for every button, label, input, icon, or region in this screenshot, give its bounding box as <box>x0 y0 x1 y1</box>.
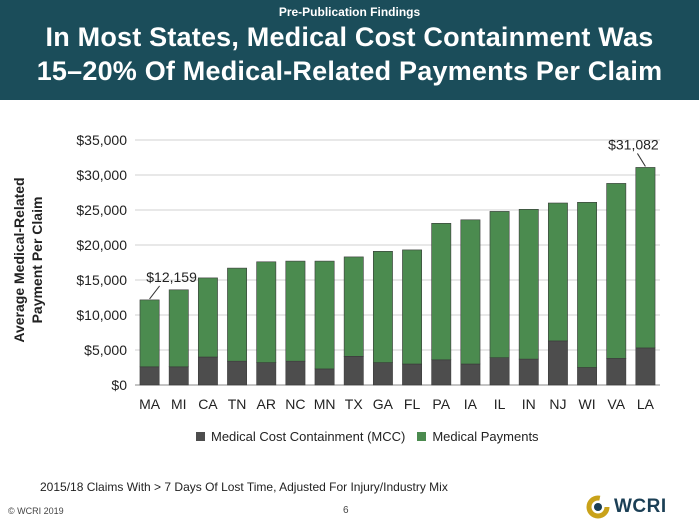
y-axis-label-line1: Average Medical-Related <box>11 177 27 342</box>
title-banner: Pre-Publication Findings In Most States,… <box>0 0 699 100</box>
x-tick-label: TX <box>345 396 364 412</box>
x-tick-label: VA <box>607 396 625 412</box>
bar-segment-mcc <box>139 366 160 386</box>
bar-segment-medical <box>343 256 364 357</box>
bar-segment-mcc <box>431 359 452 386</box>
bar-segment-medical <box>547 202 568 342</box>
x-tick-label: IA <box>464 396 478 412</box>
data-annotation: $31,082 <box>608 136 659 152</box>
slide-title: In Most States, Medical Cost Containment… <box>0 20 699 88</box>
bar-segment-mcc <box>227 360 248 386</box>
bar-segment-medical <box>139 299 160 368</box>
y-tick-label: $35,000 <box>76 132 127 148</box>
x-tick-label: FL <box>404 396 421 412</box>
bar-segment-medical <box>285 260 306 362</box>
wcri-logo-icon <box>586 495 610 519</box>
bar-segment-mcc <box>489 357 510 386</box>
slide-title-line1: In Most States, Medical Cost Containment… <box>45 22 654 52</box>
x-tick-label: MI <box>171 396 187 412</box>
bar-segment-medical <box>197 277 218 358</box>
bar-segment-mcc <box>343 356 364 386</box>
wcri-logo: WCRI <box>586 494 667 520</box>
bar-segment-mcc <box>168 366 189 386</box>
legend-swatch-mcc <box>196 431 205 441</box>
annotation-leader-line <box>636 153 646 167</box>
y-tick-label: $0 <box>111 377 127 393</box>
x-tick-label: LA <box>637 396 655 412</box>
x-tick-label: IN <box>522 396 536 412</box>
bar-segment-medical <box>635 167 656 349</box>
bar-segment-mcc <box>547 340 568 386</box>
bar-segment-mcc <box>256 362 277 386</box>
y-axis-label: Average Medical-Related Payment Per Clai… <box>8 160 56 360</box>
stacked-bar-chart: $0 $5,000 $10,000 $15,000 $20,000 $25,000 $30,… <box>76 132 660 412</box>
x-tick-label: PA <box>432 396 450 412</box>
data-annotation: $12,159 <box>146 269 197 285</box>
bar-segment-medical <box>606 183 627 359</box>
bar-segment-mcc <box>635 347 656 386</box>
y-axis-label-line2: Payment Per Claim <box>29 197 45 324</box>
y-tick-label: $15,000 <box>76 272 127 288</box>
legend-swatch-medical <box>417 431 427 441</box>
bar-segment-medical <box>489 211 510 359</box>
bar-segment-medical <box>577 202 598 368</box>
wcri-logo-text: WCRI <box>614 496 667 517</box>
x-tick-label: CA <box>198 396 218 412</box>
annotation-leader-line <box>149 285 160 300</box>
bar-segment-medical <box>402 249 423 365</box>
y-tick-label: $20,000 <box>76 237 127 253</box>
x-tick-label: NJ <box>549 396 566 412</box>
bar-segment-mcc <box>314 368 335 386</box>
bar-segment-medical <box>372 251 393 363</box>
bar-segment-medical <box>227 267 248 362</box>
legend-item-mcc: Medical Cost Containment (MCC) <box>196 429 405 444</box>
chart-legend: Medical Cost Containment (MCC) Medical P… <box>196 428 551 444</box>
y-tick-label: $25,000 <box>76 202 127 218</box>
y-tick-label: $30,000 <box>76 167 127 183</box>
x-tick-label: TN <box>228 396 247 412</box>
x-tick-label: NC <box>285 396 305 412</box>
bar-segment-mcc <box>518 358 539 386</box>
x-tick-label: WI <box>579 396 596 412</box>
bar-segment-medical <box>460 219 481 365</box>
bar-segment-medical <box>431 223 452 361</box>
prepublication-label: Pre-Publication Findings <box>278 5 421 19</box>
page-number: 6 <box>343 505 349 516</box>
x-tick-label: IL <box>494 396 506 412</box>
bar-segment-mcc <box>285 360 306 386</box>
bar-segment-medical <box>256 261 277 363</box>
bar-segment-medical <box>314 260 335 370</box>
legend-label-medical: Medical Payments <box>432 428 539 444</box>
bar-segment-mcc <box>197 356 218 386</box>
bar-segment-mcc <box>372 362 393 386</box>
slide-title-line2: 15–20% Of Medical-Related Payments Per C… <box>36 56 663 86</box>
bar-segment-medical <box>518 209 539 360</box>
legend-label-mcc: Medical Cost Containment (MCC) <box>211 428 406 444</box>
x-tick-label: GA <box>373 396 394 412</box>
bar-segment-mcc <box>402 363 423 386</box>
x-tick-label: MA <box>139 396 161 412</box>
bar-segment-mcc <box>577 367 598 386</box>
legend-item-medical: Medical Payments <box>417 428 539 444</box>
x-tick-label: MN <box>314 396 336 412</box>
y-tick-label: $10,000 <box>76 307 127 323</box>
bar-segment-mcc <box>606 358 627 386</box>
x-tick-label: AR <box>257 396 276 412</box>
copyright: © WCRI 2019 <box>8 506 64 516</box>
bar-segment-mcc <box>460 363 481 386</box>
y-tick-label: $5,000 <box>84 342 127 358</box>
bar-segment-medical <box>168 289 189 368</box>
footnote: 2015/18 Claims With > 7 Days Of Lost Tim… <box>40 480 448 494</box>
